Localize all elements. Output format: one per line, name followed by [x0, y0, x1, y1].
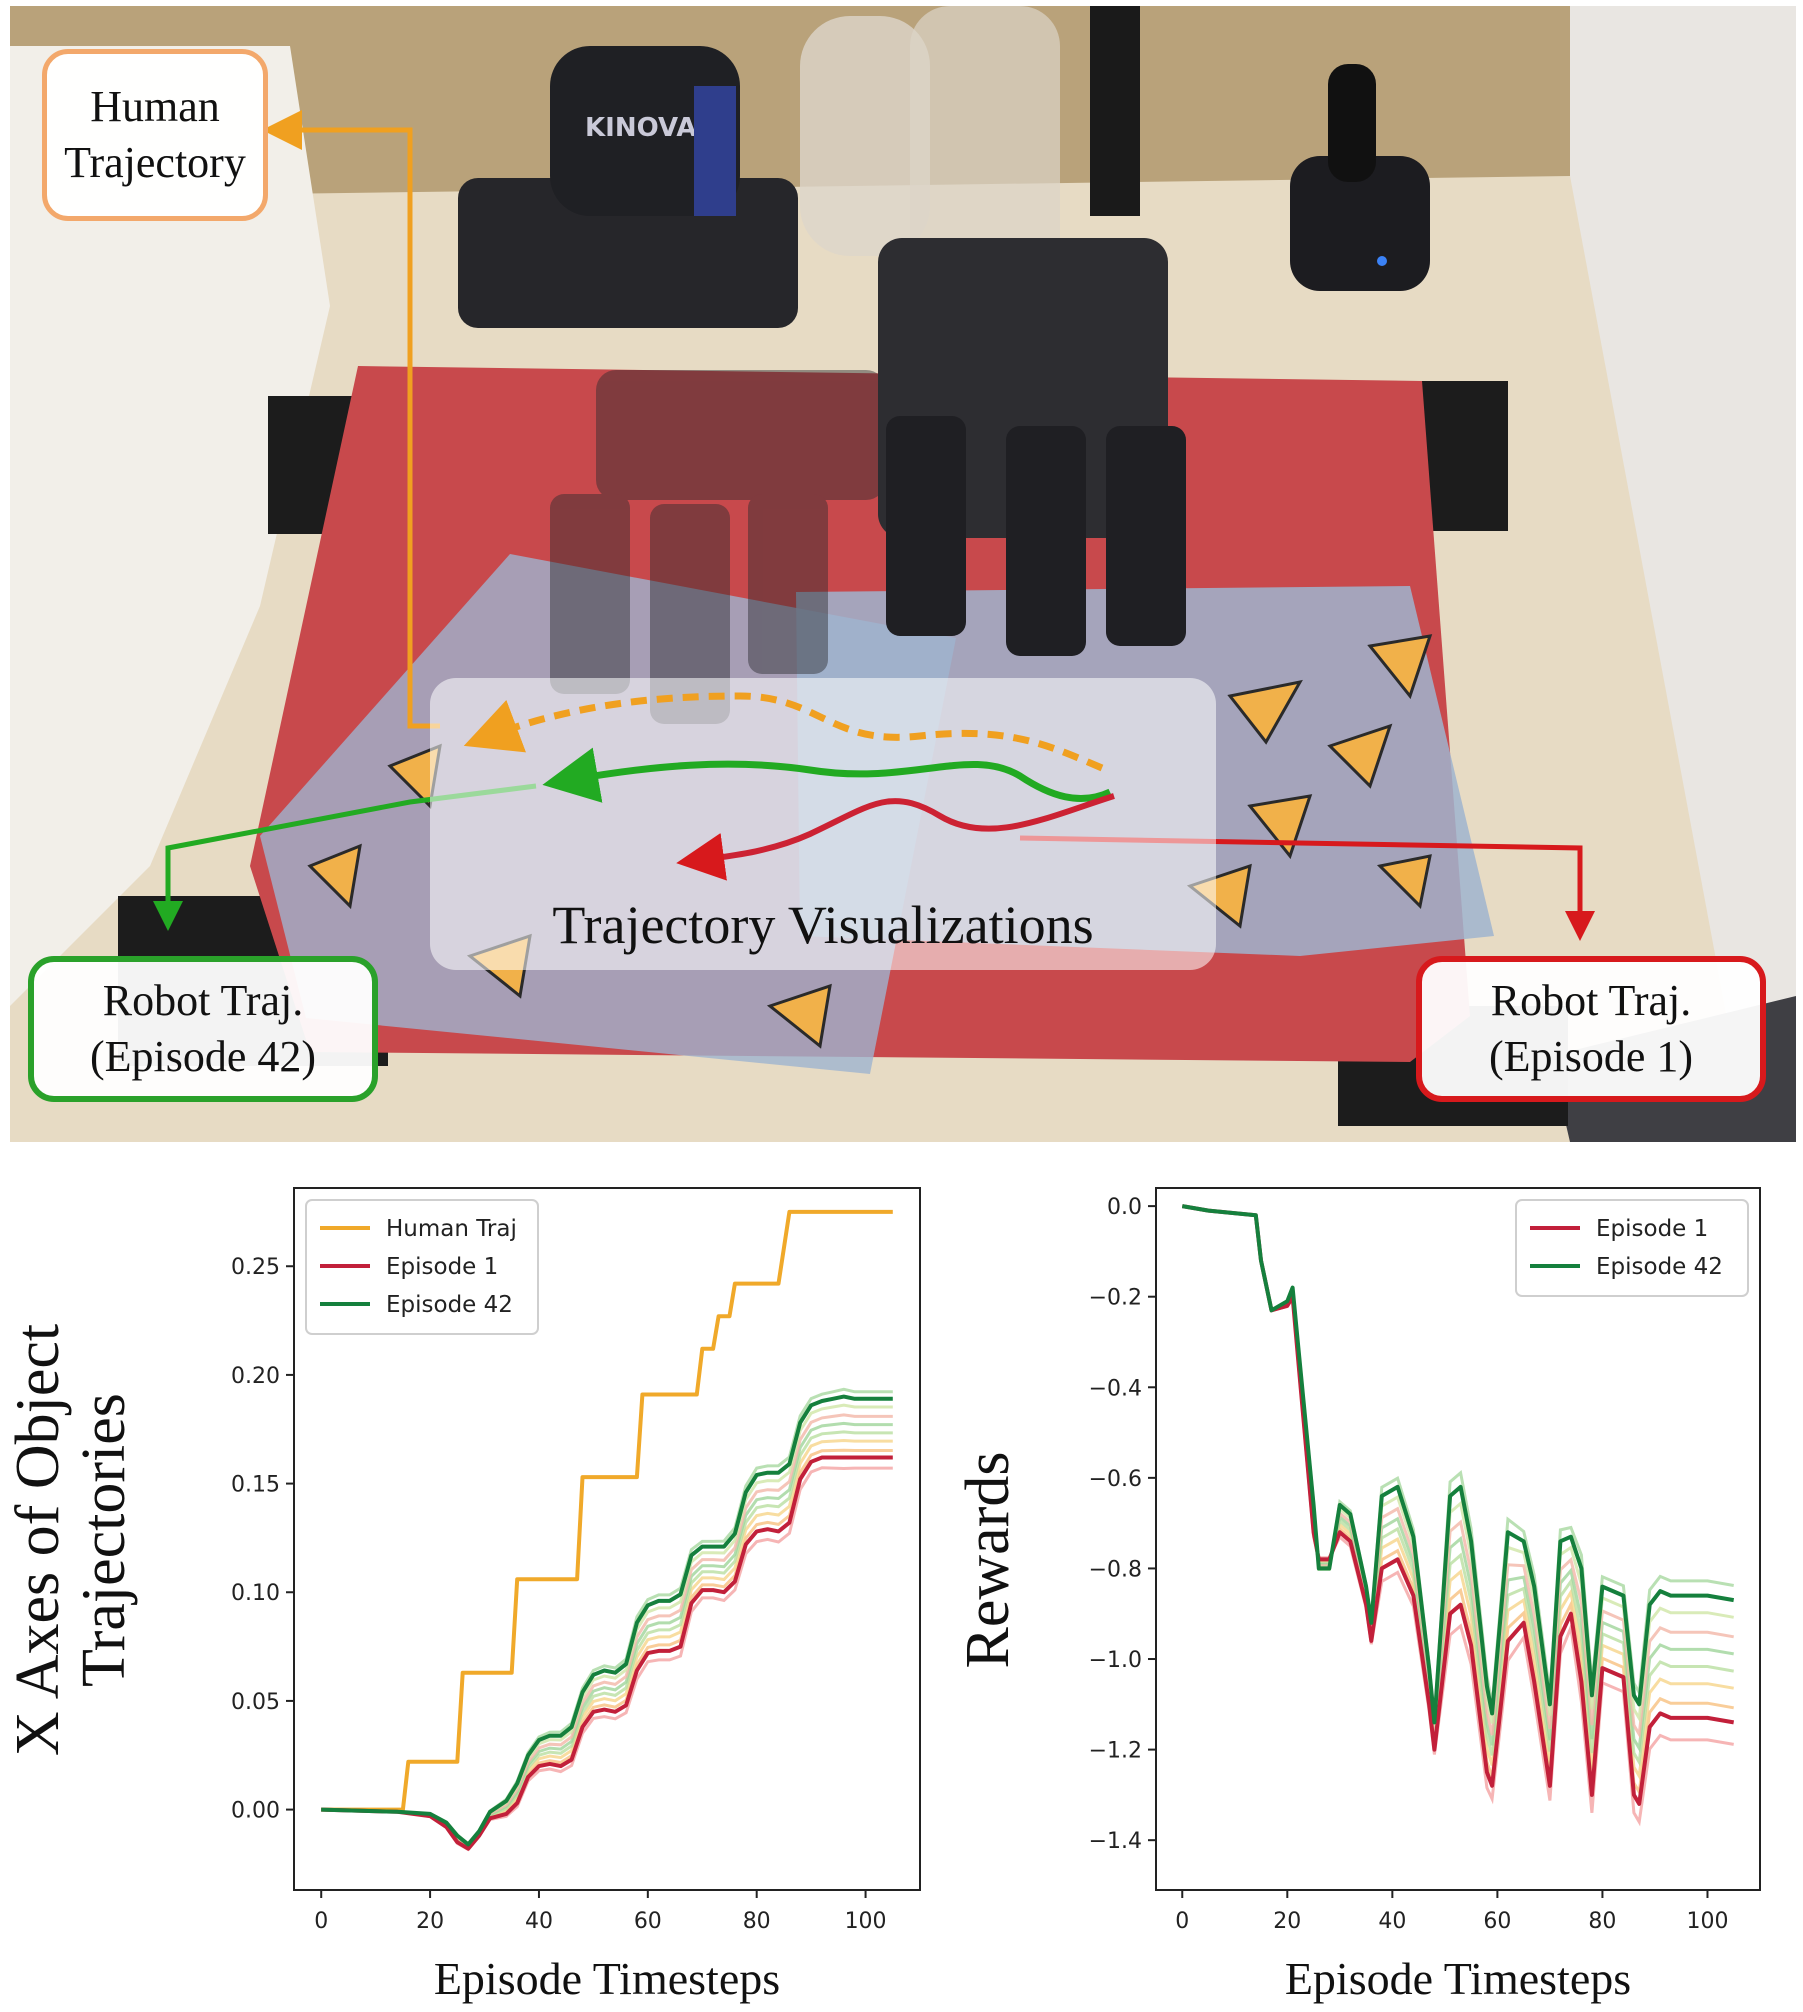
robot-scene-photo: KINOVA	[10, 6, 1796, 1142]
series-line-human-traj	[321, 1209, 893, 1812]
y-axis-title: Rewards	[960, 1452, 1022, 1669]
legend-box	[1515, 1199, 1749, 1297]
robot-hand-ghost	[550, 370, 886, 724]
legend: Human Traj Episode 1 Episode 42	[305, 1199, 539, 1335]
y-tick-label: −1.0	[1089, 1648, 1142, 1673]
y-tick-label: −0.6	[1089, 1467, 1142, 1492]
x-tick-label: 100	[845, 1909, 887, 1934]
x-tick-label: 80	[1588, 1909, 1616, 1934]
wrist-connector	[694, 86, 736, 216]
trajectory-curves	[463, 692, 1115, 881]
episode1-trajectory-curve	[676, 793, 1115, 881]
x-tick-label: 0	[314, 1909, 328, 1934]
x-axis-title: Episode Timesteps	[434, 1953, 780, 2004]
x-tick-label: 60	[1483, 1909, 1511, 1934]
rewards-chart: 0 20 40 60 80 100 0.0 −0.2 −0.4 −0.6 −0.8 −1.0 −1.2 −…	[960, 1187, 1761, 2004]
kinova-arm-joint	[550, 46, 740, 216]
plot-area	[321, 1209, 893, 1852]
series-line-episode-42	[321, 1394, 893, 1847]
x-tick-label: 0	[1175, 1909, 1189, 1934]
human-trajectory-curve	[463, 692, 1104, 772]
legend-label: Episode 42	[386, 1292, 513, 1318]
joystick-led	[1377, 256, 1387, 266]
robot-episode42-callout: Robot Traj. (Episode 42)	[28, 956, 378, 1102]
y-tick-label: 0.0	[1107, 1195, 1142, 1220]
callout-line: Robot Traj.	[102, 976, 304, 1025]
x-axis-title: Episode Timesteps	[1285, 1953, 1631, 2004]
y-tick-label: −0.8	[1089, 1557, 1142, 1582]
y-tick-label: 0.15	[231, 1473, 280, 1498]
y-axis-title-line: X Axes of Object	[4, 1324, 72, 1756]
y-tick-label: −0.4	[1089, 1376, 1142, 1401]
callout-line: Robot Traj.	[1490, 976, 1692, 1025]
y-tick-label: 0.25	[231, 1255, 280, 1280]
y-tick-label: −1.2	[1089, 1739, 1142, 1764]
x-tick-label: 20	[416, 1909, 444, 1934]
y-tick-label: 0.20	[231, 1364, 280, 1389]
y-axis-title: X Axes of ObjectTrajectories	[4, 1324, 138, 1756]
robot-episode1-callout: Robot Traj. (Episode 1)	[1416, 956, 1766, 1102]
human-callout-connector	[262, 110, 440, 729]
y-tick-label: 0.05	[231, 1690, 280, 1715]
series-line-episode-1	[321, 1455, 893, 1851]
x-tick-label: 40	[525, 1909, 553, 1934]
plot-area	[1181, 1204, 1735, 1827]
white-cloth	[10, 46, 330, 1006]
callout-line: (Episode 1)	[1488, 1032, 1694, 1081]
joystick-stick	[1328, 64, 1376, 182]
y-tick-label: −1.4	[1089, 1829, 1142, 1854]
legend: Episode 1 Episode 42	[1515, 1199, 1749, 1297]
x-tick-label: 20	[1273, 1909, 1301, 1934]
callout-line: (Episode 42)	[89, 1032, 317, 1081]
y-tick-label: 0.10	[231, 1581, 280, 1606]
kinova-logo: KINOVA	[585, 113, 696, 143]
x-axis-trajectory-chart: 0 20 40 60 80 100 0.00 0.05 0.10 0.15 0.20 0.25 Huma…	[4, 1187, 921, 2004]
episode42-trajectory-curve	[542, 747, 1112, 803]
joystick-base	[1290, 156, 1430, 291]
monitor-post	[1090, 6, 1140, 216]
legend-label: Human Traj	[386, 1216, 517, 1242]
trajectory-visualizations-label: Trajectory Visualizations	[552, 895, 1094, 955]
y-axis-title-line: Trajectories	[70, 1393, 138, 1687]
x-tick-label: 60	[634, 1909, 662, 1934]
x-tick-label: 80	[743, 1909, 771, 1934]
x-tick-label: 40	[1378, 1909, 1406, 1934]
legend-box	[305, 1199, 539, 1335]
callout-line: Trajectory	[64, 138, 246, 187]
series-line-episode-42	[1181, 1204, 1735, 1725]
human-trajectory-callout: Human Trajectory	[42, 49, 268, 221]
x-tick-label: 100	[1686, 1909, 1728, 1934]
robot-hand	[878, 238, 1186, 656]
bottle	[910, 6, 1060, 276]
y-tick-label: 0.00	[231, 1799, 280, 1824]
callout-line: Human	[90, 82, 220, 131]
legend-label: Episode 1	[386, 1254, 498, 1280]
legend-label: Episode 1	[1596, 1216, 1708, 1242]
legend-label: Episode 42	[1596, 1254, 1723, 1280]
trajectory-visualization-box	[430, 678, 1216, 970]
y-tick-label: −0.2	[1089, 1286, 1142, 1311]
bottle	[800, 16, 930, 256]
